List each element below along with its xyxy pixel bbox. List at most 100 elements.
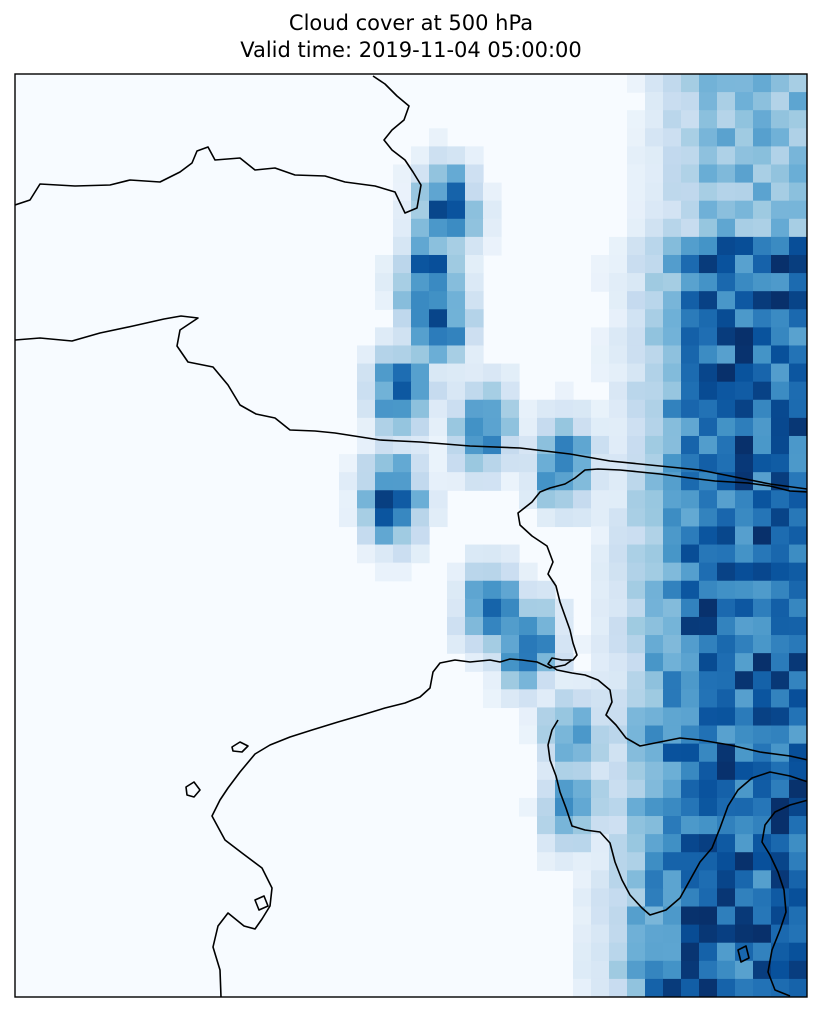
cloud-cell	[789, 490, 807, 509]
cloud-cell	[789, 942, 807, 962]
cloud-cell	[591, 490, 610, 509]
cloud-cell	[771, 653, 790, 672]
cloud-cell	[645, 417, 664, 437]
cloud-cell	[627, 327, 646, 347]
cloud-cell	[429, 146, 448, 166]
cloud-cell	[789, 74, 807, 93]
cloud-cell	[699, 399, 718, 419]
cloud-cell	[429, 200, 448, 220]
cloud-cell	[717, 508, 736, 528]
cloud-cell	[393, 381, 412, 401]
cloud-cell	[663, 182, 682, 202]
cloud-cell	[645, 616, 664, 636]
cloud-cell	[501, 454, 520, 473]
cloud-cell	[483, 562, 502, 582]
cloud-cell	[627, 562, 646, 582]
cloud-cell	[465, 399, 484, 419]
cloud-cell	[429, 399, 448, 419]
cloud-cell	[789, 291, 807, 310]
cloud-cell	[771, 598, 790, 618]
cloud-cell	[771, 236, 790, 256]
cloud-cell	[591, 562, 610, 582]
cloud-cell	[393, 200, 412, 220]
cloud-cell	[609, 689, 628, 709]
cloud-cell	[537, 598, 556, 618]
cloud-cell	[591, 598, 610, 618]
cloud-cell	[717, 816, 736, 835]
cloud-cell	[591, 924, 610, 944]
cloud-cell	[339, 508, 358, 528]
cloud-cell	[789, 544, 807, 564]
cloud-cell	[465, 580, 484, 600]
cloud-cell	[339, 454, 358, 473]
cloud-cell	[663, 146, 682, 166]
cloud-cell	[717, 743, 736, 763]
cloud-cell	[699, 689, 718, 709]
cloud-cell	[501, 671, 520, 690]
cloud-cell	[645, 834, 664, 853]
cloud-cell	[681, 725, 700, 745]
cloud-cell	[663, 797, 682, 817]
cloud-cell	[465, 544, 484, 564]
cloud-cell	[645, 689, 664, 709]
cloud-cell	[645, 291, 664, 310]
cloud-cell	[645, 200, 664, 220]
cloud-cell	[771, 743, 790, 763]
cloud-cell	[555, 834, 574, 853]
cloud-cell	[789, 128, 807, 147]
cloud-cell	[609, 236, 628, 256]
cloud-cell	[357, 526, 376, 546]
cloud-cell	[753, 236, 772, 256]
cloud-cell	[699, 924, 718, 944]
cloud-cell	[753, 454, 772, 473]
cloud-cell	[789, 454, 807, 473]
cloud-cell	[591, 978, 610, 997]
cloud-cell	[501, 381, 520, 401]
cloud-cell	[609, 906, 628, 926]
cloud-cell	[465, 309, 484, 328]
cloud-cell	[771, 345, 790, 365]
cloud-cell	[681, 779, 700, 799]
cloud-cell	[699, 960, 718, 980]
cloud-cell	[537, 508, 556, 528]
cloud-cell	[717, 128, 736, 147]
cloud-cell	[771, 544, 790, 564]
cloud-cell	[699, 218, 718, 238]
cloud-cell	[735, 417, 754, 437]
cloud-cell	[537, 779, 556, 799]
cloud-cell	[573, 942, 592, 962]
cloud-cell	[609, 707, 628, 727]
cloud-cell	[573, 417, 592, 437]
cloud-cell	[411, 526, 430, 546]
cloud-cell	[645, 273, 664, 292]
cloud-cell	[753, 345, 772, 365]
cloud-cell	[573, 761, 592, 781]
cloud-cell	[555, 743, 574, 763]
cloud-cell	[663, 689, 682, 709]
cloud-cell	[771, 978, 790, 997]
cloud-cell	[609, 743, 628, 763]
cloud-cell	[717, 435, 736, 455]
cloud-cell	[735, 74, 754, 93]
cloud-cell	[753, 291, 772, 310]
cloud-cell	[789, 146, 807, 166]
chart-title-block: Cloud cover at 500 hPa Valid time: 2019-…	[0, 10, 822, 64]
cloud-cell	[717, 689, 736, 709]
cloud-cell	[357, 417, 376, 437]
cloud-cell	[447, 309, 466, 328]
cloud-cell	[375, 291, 394, 310]
cloud-cell	[393, 399, 412, 419]
cloud-cell	[519, 653, 538, 672]
cloud-cell	[771, 816, 790, 835]
cloud-cell	[663, 580, 682, 600]
cloud-cell	[663, 454, 682, 473]
cloud-cell	[609, 490, 628, 509]
cloud-cell	[411, 345, 430, 365]
cloud-cell	[753, 128, 772, 147]
cloud-cell	[753, 74, 772, 93]
cloud-cell	[771, 218, 790, 238]
cloud-cell	[609, 725, 628, 745]
cloud-cell	[663, 327, 682, 347]
cloud-cell	[537, 472, 556, 491]
cloud-cell	[447, 291, 466, 310]
